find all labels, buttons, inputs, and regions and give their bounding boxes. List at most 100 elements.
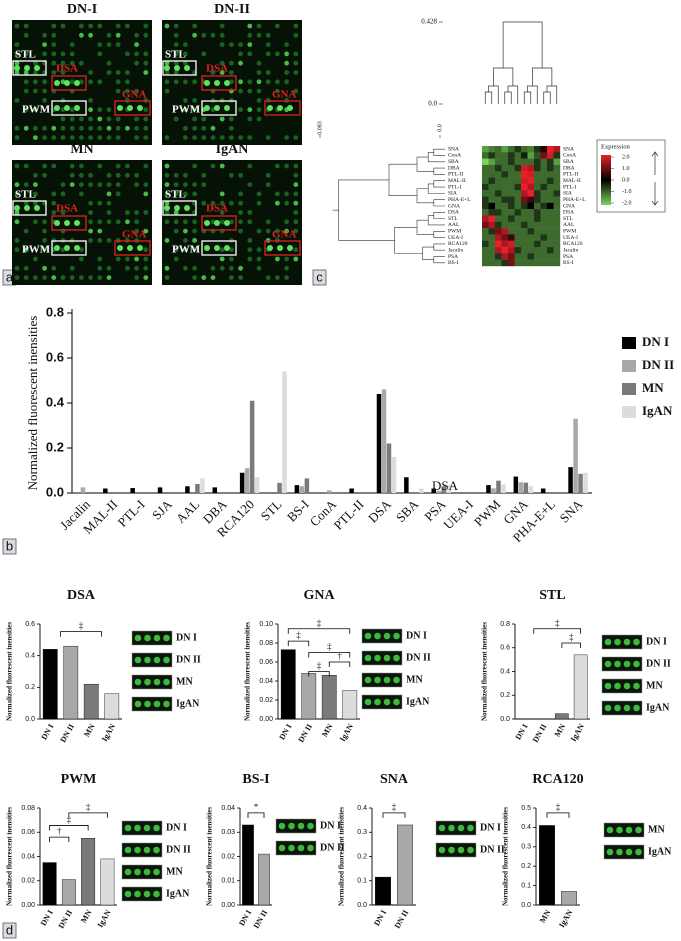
heatmap-cell: [508, 158, 515, 166]
spot-label: DN II: [166, 844, 191, 855]
array-spot: [69, 107, 75, 113]
array-spot: [60, 191, 66, 197]
heatmap-cell: [488, 202, 496, 210]
heatmap-cell: [521, 164, 528, 172]
array-spot: [23, 200, 29, 206]
array-spot: [143, 265, 149, 271]
bar: [568, 467, 573, 493]
y-tick-label: 0.3: [521, 844, 531, 851]
array-spot: [143, 107, 149, 113]
heatmap-cell: [501, 228, 509, 235]
spot: [374, 698, 381, 706]
significance-bracket: [546, 812, 570, 818]
array-spot: [51, 200, 57, 206]
heatmap-cell: [527, 259, 535, 267]
heatmap-cell: [495, 196, 502, 204]
pwm-label: PWM: [172, 104, 201, 116]
y-tick-label: 0.02: [21, 878, 35, 885]
col-dendrogram: [532, 67, 553, 86]
heatmap-cell: [514, 202, 522, 210]
spot: [307, 822, 314, 830]
x-tick-label: DN I: [39, 722, 55, 741]
array-spot: [23, 32, 29, 38]
array-spot: [238, 210, 244, 215]
stl-label: STL: [165, 189, 186, 201]
y-tick-label: 0.0: [521, 902, 531, 909]
heatmap-cell: [553, 247, 561, 254]
spot-label: DN I: [480, 822, 501, 833]
spot-label: IgAN: [176, 698, 200, 709]
heatmap-cell: [501, 259, 509, 267]
array-spot: [219, 42, 225, 47]
array-spot: [115, 125, 121, 131]
array-spot: [33, 182, 38, 188]
heatmap-cell: [482, 240, 489, 248]
heatmap-cell: [501, 171, 509, 178]
x-tick-label: DN II: [296, 722, 314, 744]
heatmap-cell: [521, 177, 528, 185]
heatmap-cell: [534, 234, 541, 241]
array-spot: [79, 247, 84, 253]
significance-bracket: [49, 825, 89, 831]
array-spot: [143, 51, 149, 57]
bar: [42, 649, 58, 720]
heatmap-cell: [495, 183, 502, 191]
col-dendrogram: [527, 85, 538, 104]
spot: [153, 824, 160, 832]
array-spot: [238, 51, 244, 57]
row-dendrogram: [433, 256, 445, 264]
spot-strip: [601, 700, 643, 716]
array-spot: [247, 79, 253, 85]
y-tick-label: 0.10: [259, 621, 273, 628]
bar: [42, 862, 57, 906]
array-spot: [183, 182, 188, 188]
heatmap-cell: [508, 247, 515, 254]
array-spot: [267, 245, 273, 251]
heatmap-cell: [527, 240, 535, 248]
array-spot: [60, 60, 66, 66]
x-tick-label: DN I: [372, 908, 388, 927]
heatmap-cell: [521, 171, 528, 178]
array-spot: [14, 219, 20, 225]
array-spot: [125, 70, 130, 75]
row-label: PHA-E+L: [448, 197, 471, 203]
array-spot: [79, 256, 84, 262]
heatmap-cell: [495, 209, 502, 216]
array-spot: [42, 238, 47, 243]
significance-mark: †: [337, 651, 342, 661]
legend-label: DN II: [642, 357, 674, 372]
array-spot: [219, 116, 225, 122]
heatmap-cell: [534, 164, 541, 172]
heatmap-cell: [527, 221, 535, 229]
heatmap-cell: [501, 183, 509, 191]
heatmap-cell: [553, 158, 561, 166]
x-tick-label: DN II: [57, 908, 75, 930]
array-spot: [219, 219, 225, 225]
array-spot: [143, 163, 149, 169]
legend-title: Expression: [601, 143, 631, 150]
row-dendrogram: [422, 246, 434, 260]
row-label: PSA: [448, 254, 458, 260]
spot-strip: [121, 886, 163, 902]
heatmap-cell: [501, 221, 509, 229]
heatmap-cell: [540, 171, 548, 178]
spot: [457, 824, 465, 832]
array-spot: [238, 191, 244, 197]
array-spot: [284, 163, 289, 169]
array-spot: [210, 163, 216, 169]
spot: [383, 632, 391, 640]
spot: [163, 678, 170, 686]
array-spot: [238, 265, 244, 271]
array-spot: [293, 200, 299, 206]
spot-strip: [601, 656, 643, 672]
array-spot: [277, 105, 283, 111]
array-spot: [79, 32, 84, 38]
y-tick-label: 0.03: [221, 829, 235, 836]
array-spot: [247, 163, 253, 169]
heatmap-cell: [482, 228, 489, 235]
array-spot: [284, 135, 289, 141]
heatmap-cell: [495, 158, 502, 166]
bar: [239, 472, 245, 493]
array-spot: [173, 116, 179, 122]
